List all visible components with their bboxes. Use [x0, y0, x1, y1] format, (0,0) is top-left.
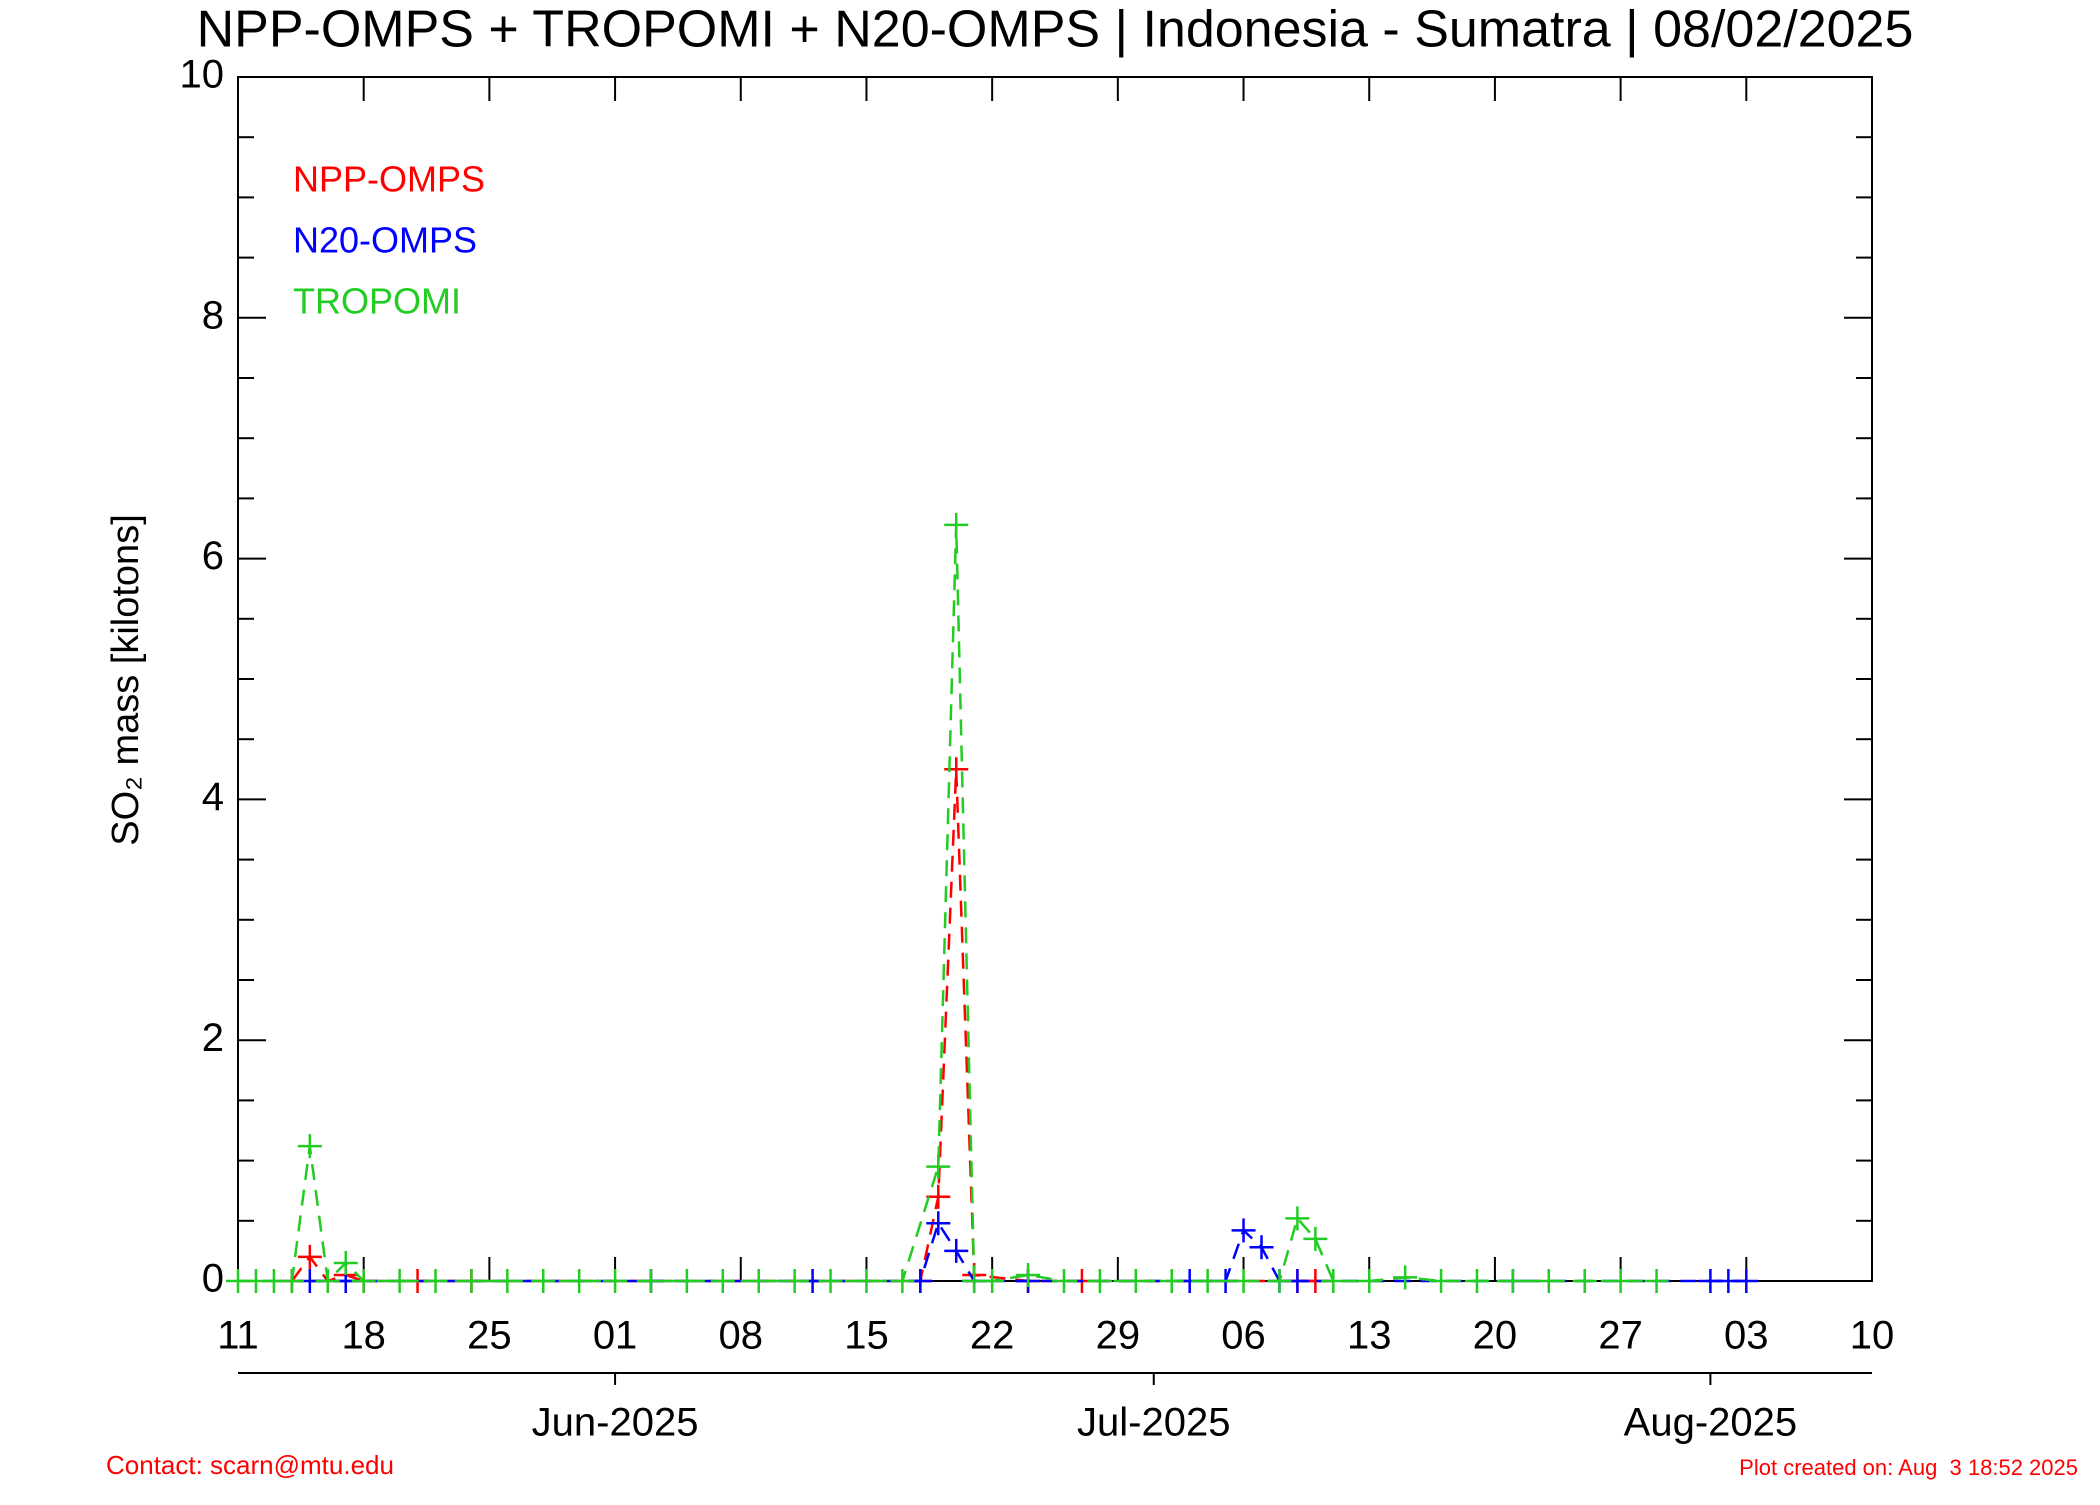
x-tick-label: 18: [341, 1314, 386, 1358]
point-marker: [567, 1269, 592, 1293]
point-marker: [297, 1134, 322, 1159]
legend-entry: TROPOMI: [293, 281, 461, 322]
point-marker: [1572, 1269, 1597, 1293]
point-marker: [1249, 1235, 1274, 1260]
y-tick-label: 10: [180, 53, 225, 97]
point-marker: [1231, 1218, 1256, 1243]
point-marker: [1608, 1269, 1633, 1293]
point-marker: [1303, 1226, 1328, 1251]
point-marker: [1195, 1269, 1220, 1293]
month-label: Jul-2025: [1077, 1401, 1230, 1445]
point-marker: [890, 1269, 915, 1293]
x-tick-label: 03: [1724, 1314, 1769, 1358]
point-marker: [1644, 1269, 1669, 1293]
x-tick-label: 01: [593, 1314, 638, 1358]
point-marker: [351, 1269, 376, 1293]
point-marker: [279, 1269, 304, 1293]
point-marker: [710, 1269, 735, 1293]
x-tick-label: 22: [970, 1314, 1015, 1358]
x-tick-label: 13: [1347, 1314, 1392, 1358]
point-marker: [674, 1269, 699, 1293]
point-marker: [459, 1269, 484, 1293]
x-tick-label: 27: [1598, 1314, 1643, 1358]
point-marker: [926, 1211, 951, 1236]
point-marker: [1321, 1269, 1346, 1293]
point-marker: [1536, 1269, 1561, 1293]
y-tick-label: 6: [202, 534, 224, 578]
point-marker: [1016, 1262, 1041, 1287]
month-label: Aug-2025: [1624, 1401, 1797, 1445]
chart-title: NPP-OMPS + TROPOMI + N20-OMPS | Indonesi…: [197, 1, 1914, 59]
x-tick-label: 06: [1221, 1314, 1266, 1358]
y-axis-label: SO₂ mass [kilotons]: [105, 514, 147, 846]
point-marker: [980, 1269, 1005, 1293]
point-marker: [1393, 1265, 1418, 1290]
point-marker: [423, 1269, 448, 1293]
point-marker: [1429, 1269, 1454, 1293]
month-label: Jun-2025: [532, 1401, 699, 1445]
y-tick-label: 4: [202, 775, 224, 819]
point-marker: [1734, 1269, 1759, 1293]
point-marker: [603, 1269, 628, 1293]
x-tick-label: 29: [1096, 1314, 1141, 1358]
point-marker: [944, 1238, 969, 1263]
y-tick-label: 8: [202, 293, 224, 337]
created-note: Plot created on: Aug 3 18:52 2025: [1739, 1455, 2078, 1480]
point-marker: [1464, 1269, 1489, 1293]
point-marker: [333, 1250, 358, 1275]
point-marker: [1500, 1269, 1525, 1293]
point-marker: [1123, 1269, 1148, 1293]
point-marker: [1051, 1269, 1076, 1293]
point-marker: [1159, 1269, 1184, 1293]
x-tick-label: 11: [217, 1314, 259, 1358]
point-marker: [926, 1184, 951, 1209]
point-marker: [315, 1269, 340, 1293]
point-marker: [1267, 1269, 1292, 1293]
point-marker: [926, 1154, 951, 1179]
point-marker: [944, 512, 969, 537]
y-tick-label: 2: [202, 1016, 224, 1060]
point-marker: [495, 1269, 520, 1293]
x-tick-label: 08: [719, 1314, 764, 1358]
point-marker: [297, 1244, 322, 1269]
point-marker: [1285, 1206, 1310, 1231]
legend-entry: NPP-OMPS: [293, 159, 485, 200]
x-tick-label: 10: [1850, 1314, 1895, 1358]
point-marker: [818, 1269, 843, 1293]
point-marker: [531, 1269, 556, 1293]
point-marker: [1087, 1269, 1112, 1293]
point-marker: [746, 1269, 771, 1293]
point-marker: [638, 1269, 663, 1293]
point-marker: [387, 1269, 412, 1293]
legend-entry: N20-OMPS: [293, 220, 477, 261]
y-tick-label: 0: [202, 1257, 224, 1301]
x-tick-label: 20: [1473, 1314, 1518, 1358]
x-tick-label: 25: [467, 1314, 512, 1358]
contact: Contact: scarn@mtu.edu: [106, 1450, 394, 1480]
point-marker: [854, 1269, 879, 1293]
x-tick-label: 15: [844, 1314, 889, 1358]
point-marker: [1231, 1269, 1256, 1293]
point-marker: [1357, 1269, 1382, 1293]
point-marker: [782, 1269, 807, 1293]
